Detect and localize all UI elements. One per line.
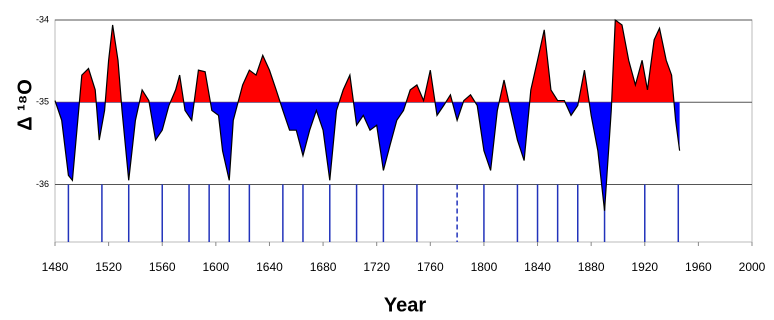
x-tick-label: 1960 <box>685 260 712 274</box>
area-above <box>55 20 680 103</box>
x-tick-label: 1480 <box>42 260 69 274</box>
y-tick-label: -36 <box>36 179 49 189</box>
y-tick-label: -34 <box>36 14 49 24</box>
x-tick-label: 1600 <box>202 260 229 274</box>
x-tick-label: 1520 <box>95 260 122 274</box>
x-tick-label: 1680 <box>310 260 337 274</box>
y-tick-label: -35 <box>36 97 49 107</box>
area-below <box>55 102 680 211</box>
x-axis-label: Year <box>384 294 426 316</box>
x-tick-label: 1640 <box>256 260 283 274</box>
x-tick-label: 2000 <box>739 260 766 274</box>
x-tick-label: 1560 <box>149 260 176 274</box>
x-tick-label: 1880 <box>578 260 605 274</box>
x-tick-label: 1920 <box>631 260 658 274</box>
x-tick-label: 1720 <box>363 260 390 274</box>
series-line <box>54 18 681 211</box>
x-tick-label: 1760 <box>417 260 444 274</box>
x-tick-label: 1800 <box>471 260 498 274</box>
y-axis-label: Δ ¹⁸O <box>14 79 36 131</box>
x-tick-label: 1840 <box>524 260 551 274</box>
